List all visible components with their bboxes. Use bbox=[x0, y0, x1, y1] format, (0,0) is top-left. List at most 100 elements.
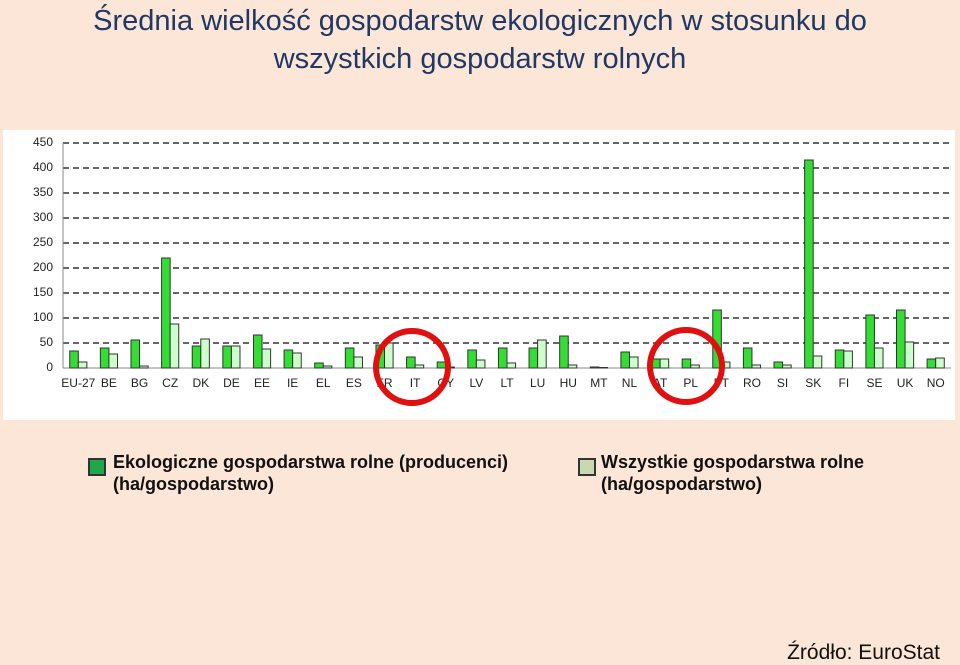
x-tick-label: EE bbox=[254, 376, 270, 390]
y-tick-label: 200 bbox=[33, 260, 53, 274]
bar bbox=[384, 342, 394, 369]
x-tick-label: IE bbox=[287, 376, 298, 390]
bar bbox=[659, 358, 670, 369]
x-tick-label: AT bbox=[653, 376, 668, 390]
bar bbox=[344, 347, 355, 369]
bar bbox=[475, 359, 486, 369]
x-tick-label: IT bbox=[410, 376, 421, 390]
bar bbox=[690, 364, 700, 369]
x-tick-label: BG bbox=[131, 376, 148, 390]
bar bbox=[681, 358, 692, 369]
legend-label: Wszystkie gospodarstwa rolne (ha/gospoda… bbox=[601, 452, 865, 494]
y-tick-label: 0 bbox=[46, 360, 53, 374]
bar bbox=[375, 344, 386, 369]
x-tick-label: UK bbox=[897, 376, 914, 390]
x-tick-label: PT bbox=[714, 376, 730, 390]
bar bbox=[314, 362, 324, 369]
bar bbox=[283, 349, 294, 369]
legend-swatch bbox=[88, 458, 106, 476]
bar bbox=[222, 345, 232, 369]
bar bbox=[812, 355, 823, 369]
bar bbox=[712, 309, 722, 369]
bar bbox=[598, 367, 608, 369]
x-tick-label: SK bbox=[805, 376, 821, 390]
source-note: Źródło: EuroStat bbox=[787, 641, 940, 664]
bar bbox=[497, 347, 508, 369]
bar bbox=[528, 347, 539, 369]
y-tick-label: 50 bbox=[40, 335, 54, 349]
x-tick-label: CZ bbox=[162, 376, 178, 390]
bar bbox=[139, 365, 149, 369]
y-tick-label: 400 bbox=[33, 160, 53, 174]
x-tick-label: SE bbox=[866, 376, 882, 390]
bar bbox=[230, 345, 241, 369]
bar bbox=[252, 334, 263, 369]
y-tick-label: 450 bbox=[33, 135, 53, 149]
x-tick-label: LU bbox=[530, 376, 545, 390]
bar bbox=[926, 358, 937, 369]
bar bbox=[559, 335, 569, 369]
bar bbox=[782, 364, 792, 369]
x-tick-label: FR bbox=[377, 376, 393, 390]
y-tick-label: 250 bbox=[33, 235, 53, 249]
bar bbox=[467, 349, 477, 369]
bar bbox=[261, 348, 272, 369]
bar bbox=[69, 350, 79, 369]
x-tick-label: LT bbox=[500, 376, 514, 390]
bar bbox=[865, 314, 875, 369]
bar bbox=[935, 357, 945, 369]
x-tick-label: RO bbox=[743, 376, 761, 390]
bar bbox=[904, 341, 915, 369]
bar bbox=[720, 361, 731, 369]
x-tick-label: LV bbox=[469, 376, 483, 390]
x-tick-label: EL bbox=[316, 376, 331, 390]
bar bbox=[169, 323, 180, 369]
bar bbox=[628, 356, 639, 369]
bar bbox=[834, 349, 845, 369]
x-tick-label: EU-27 bbox=[61, 376, 95, 390]
bar bbox=[445, 366, 455, 369]
bar bbox=[537, 339, 547, 369]
bar bbox=[506, 362, 517, 369]
legend-swatch bbox=[578, 458, 596, 476]
y-tick-label: 100 bbox=[33, 310, 53, 324]
bar bbox=[436, 361, 447, 369]
y-tick-label: 150 bbox=[33, 285, 53, 299]
bar bbox=[567, 364, 578, 369]
bar bbox=[742, 347, 753, 369]
bar bbox=[804, 159, 814, 369]
bar bbox=[130, 339, 141, 369]
bar bbox=[77, 361, 88, 369]
x-tick-label: DK bbox=[192, 376, 209, 390]
x-tick-label: SI bbox=[777, 376, 788, 390]
x-tick-label: DE bbox=[223, 376, 240, 390]
y-tick-label: 350 bbox=[33, 185, 53, 199]
x-tick-label: NL bbox=[622, 376, 638, 390]
bar bbox=[161, 257, 171, 369]
x-tick-label: FI bbox=[838, 376, 849, 390]
bar bbox=[353, 356, 363, 369]
bar bbox=[620, 351, 630, 369]
x-tick-label: ES bbox=[346, 376, 362, 390]
x-tick-label: BE bbox=[101, 376, 117, 390]
bar bbox=[191, 345, 202, 369]
bar bbox=[843, 350, 853, 369]
chart-title: Średnia wielkość gospodarstw ekologiczny… bbox=[93, 5, 867, 75]
x-tick-label: HU bbox=[560, 376, 577, 390]
bar bbox=[406, 356, 416, 369]
x-tick-label: MT bbox=[590, 376, 608, 390]
bar bbox=[773, 361, 784, 369]
bar bbox=[414, 364, 425, 369]
bar bbox=[322, 365, 333, 369]
x-tick-label: CY bbox=[437, 376, 454, 390]
y-tick-label: 300 bbox=[33, 210, 53, 224]
bar bbox=[895, 309, 906, 369]
chart: 0 50 100 150 200 250 300 350 400 450 EU-27 BE BG CZ DK… bbox=[3, 130, 955, 420]
x-tick-label: PL bbox=[683, 376, 698, 390]
bar bbox=[589, 366, 600, 369]
bar bbox=[108, 353, 119, 369]
legend-label: Ekologiczne gospodarstwa rolne (producen… bbox=[113, 452, 509, 494]
bar bbox=[873, 347, 884, 369]
bar bbox=[200, 338, 210, 369]
